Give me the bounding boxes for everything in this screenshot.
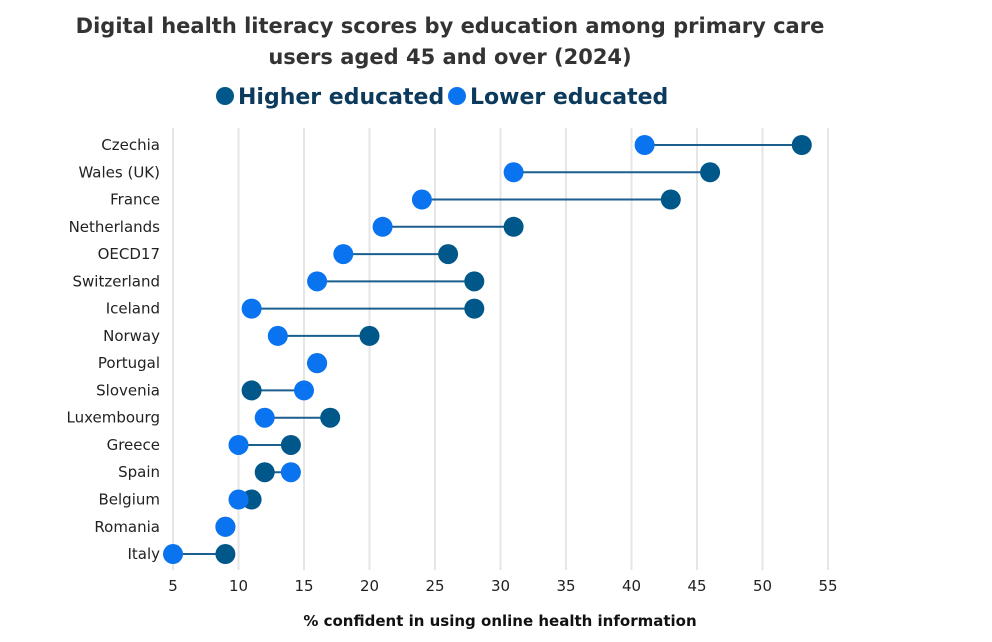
lower-educated-dot	[634, 135, 655, 155]
category-label: France	[110, 191, 160, 209]
category-label: Belgium	[99, 491, 161, 509]
higher-educated-dot	[241, 380, 262, 401]
category-label: Greece	[107, 436, 160, 454]
lower-educated-dot	[333, 244, 354, 265]
x-tick-label: 40	[622, 577, 641, 595]
higher-educated-dot	[280, 434, 301, 455]
category-label: Switzerland	[73, 272, 161, 290]
x-tick-label: 20	[360, 577, 379, 595]
higher-educated-dot	[791, 135, 812, 155]
category-label: Iceland	[106, 300, 160, 318]
lower-educated-dot	[372, 216, 393, 237]
higher-educated-dot	[254, 462, 275, 483]
legend-label-higher: Higher educated	[238, 85, 444, 110]
higher-educated-dot	[359, 325, 380, 346]
category-label: Norway	[103, 327, 160, 345]
lower-educated-dot	[307, 353, 328, 374]
x-tick-label: 45	[687, 577, 706, 595]
lower-educated-dot	[280, 462, 301, 483]
lower-educated-dot	[411, 189, 432, 210]
x-tick-label: 25	[425, 577, 444, 595]
lower-educated-dot	[307, 271, 328, 292]
category-label: Romania	[94, 518, 160, 536]
category-label: Czechia	[101, 136, 160, 154]
category-label: Netherlands	[69, 218, 161, 236]
higher-educated-dot	[503, 216, 524, 237]
higher-educated-dot	[660, 189, 681, 210]
category-label: Wales (UK)	[78, 163, 160, 181]
higher-educated-dot	[438, 244, 459, 265]
x-axis-label: % confident in using online health infor…	[303, 612, 696, 630]
x-tick-label: 15	[294, 577, 313, 595]
legend-label-lower: Lower educated	[470, 85, 668, 110]
category-label: Italy	[127, 545, 160, 563]
category-label: Luxembourg	[67, 409, 161, 427]
category-label: OECD17	[98, 245, 160, 263]
higher-educated-dot	[464, 298, 485, 319]
lower-educated-dot	[228, 489, 249, 510]
chart-title-line-2: users aged 45 and over (2024)	[268, 45, 631, 69]
lower-educated-dot	[241, 298, 262, 319]
chart-title-line-1: Digital health literacy scores by educat…	[76, 14, 825, 38]
x-tick-label: 30	[491, 577, 510, 595]
lower-educated-dot	[163, 544, 183, 565]
category-label: Portugal	[98, 354, 160, 372]
legend-marker-higher	[216, 87, 234, 105]
x-tick-label: 5	[168, 577, 178, 595]
lower-educated-dot	[228, 434, 249, 455]
x-tick-label: 50	[753, 577, 772, 595]
higher-educated-dot	[464, 271, 485, 292]
legend-marker-lower	[448, 87, 466, 105]
lower-educated-dot	[267, 325, 288, 346]
higher-educated-dot	[320, 407, 341, 428]
category-label: Slovenia	[96, 381, 160, 399]
lower-educated-dot	[294, 380, 314, 401]
legend: Higher educated Lower educated	[216, 85, 668, 110]
category-label: Spain	[118, 463, 160, 481]
x-tick-label: 10	[229, 577, 248, 595]
lower-educated-dot	[503, 162, 524, 183]
x-tick-label: 55	[818, 577, 837, 595]
lower-educated-dot	[254, 407, 275, 428]
x-tick-label: 35	[556, 577, 575, 595]
higher-educated-dot	[215, 544, 236, 565]
higher-educated-dot	[700, 162, 721, 183]
lower-educated-dot	[215, 516, 236, 537]
